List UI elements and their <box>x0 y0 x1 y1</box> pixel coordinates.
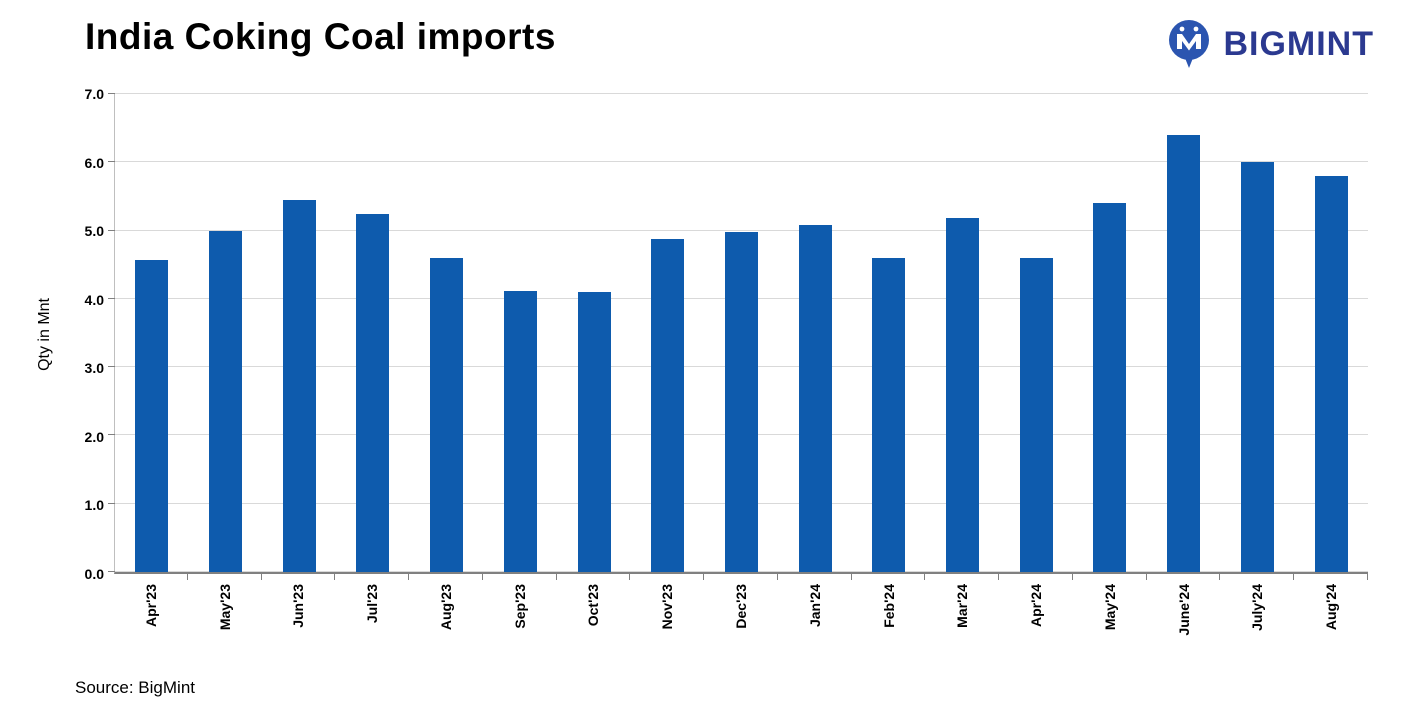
bar-slot <box>631 94 705 572</box>
bar-slot <box>115 94 189 572</box>
footer: Source: BigMint <box>0 670 1402 698</box>
x-label-slot: May'23 <box>188 574 262 670</box>
bar-chart: Qty in Mnt 0.0 1.0 2.0 3.0 4.0 5.0 6.0 7.0 Apr'… <box>0 78 1402 670</box>
x-tick-label: Oct'23 <box>585 584 602 627</box>
x-label-slot: May'24 <box>1073 574 1147 670</box>
x-tick-label: Jan'24 <box>806 584 823 628</box>
x-label-slot: Apr'24 <box>999 574 1073 670</box>
x-label-slot: Mar'24 <box>925 574 999 670</box>
bar-aug24 <box>1314 175 1348 572</box>
y-axis-title: Qty in Mnt <box>28 94 62 574</box>
bar-mar24 <box>946 218 980 572</box>
bar-slot <box>999 94 1073 572</box>
x-label-slot: Jul'23 <box>335 574 409 670</box>
bar-apr23 <box>135 259 169 572</box>
x-tick-label: Apr'24 <box>1028 584 1045 628</box>
bar-slot <box>926 94 1000 572</box>
bar-slot <box>778 94 852 572</box>
bar-slot <box>262 94 336 572</box>
bar-may23 <box>209 230 243 572</box>
x-tick-label: Aug'23 <box>437 584 454 631</box>
bar-slot <box>336 94 410 572</box>
y-axis-title-text: Qty in Mnt <box>36 297 53 371</box>
brand-name: BIGMINT <box>1223 24 1374 63</box>
x-label-slot: June'24 <box>1147 574 1221 670</box>
x-label-slot: Dec'23 <box>704 574 778 670</box>
bar-slot <box>189 94 263 572</box>
bar-aug23 <box>430 257 464 572</box>
bar-dec23 <box>724 231 758 572</box>
x-label-slot: Apr'23 <box>114 574 188 670</box>
y-tick-label: 0.0 <box>84 566 104 582</box>
x-tick-label: May'23 <box>216 584 233 631</box>
bar-slot <box>484 94 558 572</box>
x-label-slot: Oct'23 <box>557 574 631 670</box>
y-tick-label: 6.0 <box>84 154 104 171</box>
gridline <box>108 161 1368 163</box>
y-tick-label: 2.0 <box>84 428 104 445</box>
bar-sep23 <box>503 290 537 572</box>
bar-jul23 <box>356 213 390 572</box>
bar-may24 <box>1093 203 1127 572</box>
y-tick-label: 7.0 <box>84 86 104 102</box>
bar-nov23 <box>651 238 685 572</box>
bars <box>115 94 1368 572</box>
x-tick-label: Sep'23 <box>511 584 528 629</box>
x-label-slot: Nov'23 <box>630 574 704 670</box>
y-tick-label: 1.0 <box>84 497 104 514</box>
bar-slot <box>1294 94 1368 572</box>
x-tick-label: Feb'24 <box>880 584 897 628</box>
bar-slot <box>557 94 631 572</box>
gridline <box>108 229 1368 231</box>
bar-july24 <box>1240 162 1274 572</box>
bar-apr24 <box>1019 257 1053 572</box>
y-tick-label: 3.0 <box>84 360 104 377</box>
bar-jun23 <box>282 199 316 572</box>
x-label-slot: July'24 <box>1220 574 1295 670</box>
x-tick-label: Nov'23 <box>659 584 676 630</box>
x-label-slot: Jun'23 <box>262 574 336 670</box>
chart-title: India Coking Coal imports <box>85 16 556 57</box>
bar-slot <box>1147 94 1221 572</box>
bar-slot <box>705 94 779 572</box>
bar-feb24 <box>872 257 906 572</box>
x-tick-label: May'24 <box>1101 584 1118 631</box>
x-tick-label: Jul'23 <box>364 584 381 624</box>
bar-jan24 <box>798 225 832 572</box>
y-tick-label: 5.0 <box>84 223 104 240</box>
x-label-slot: Jan'24 <box>778 574 852 670</box>
bigmint-logo-icon <box>1169 20 1210 68</box>
plot-column: Apr'23 May'23 Jun'23 Jul'23 Aug'23 Sep'23 Oct'… <box>108 93 1368 670</box>
x-tick-label: Dec'23 <box>733 584 749 629</box>
bar-slot <box>852 94 926 572</box>
bar-slot <box>410 94 484 572</box>
source-note: Source: BigMint <box>75 678 195 697</box>
plot-area <box>108 93 1368 574</box>
header: India Coking Coal imports BIGMINT <box>0 0 1402 78</box>
x-tick-label: Aug'24 <box>1323 584 1340 631</box>
y-tick-label: 4.0 <box>84 291 104 308</box>
x-tick-label: Jun'23 <box>290 584 307 628</box>
x-tick-label: Apr'23 <box>142 584 159 628</box>
bar-june24 <box>1167 134 1201 572</box>
x-label-slot: Aug'23 <box>409 574 483 670</box>
y-axis-ticks: 0.0 1.0 2.0 3.0 4.0 5.0 6.0 7.0 <box>62 86 114 582</box>
x-tick-label: July'24 <box>1249 584 1266 631</box>
x-label-slot: Aug'24 <box>1294 574 1368 670</box>
x-axis-labels: Apr'23 May'23 Jun'23 Jul'23 Aug'23 Sep'23 Oct'… <box>114 574 1368 670</box>
brand-logo: BIGMINT <box>1164 16 1374 70</box>
bar-oct23 <box>577 292 611 572</box>
x-label-slot: Feb'24 <box>852 574 926 670</box>
x-label-slot: Sep'23 <box>483 574 557 670</box>
bar-slot <box>1221 94 1295 572</box>
x-tick-label: Mar'24 <box>954 584 971 628</box>
gridline <box>108 93 1368 94</box>
bar-slot <box>1073 94 1147 572</box>
x-tick-label: June'24 <box>1175 584 1192 636</box>
